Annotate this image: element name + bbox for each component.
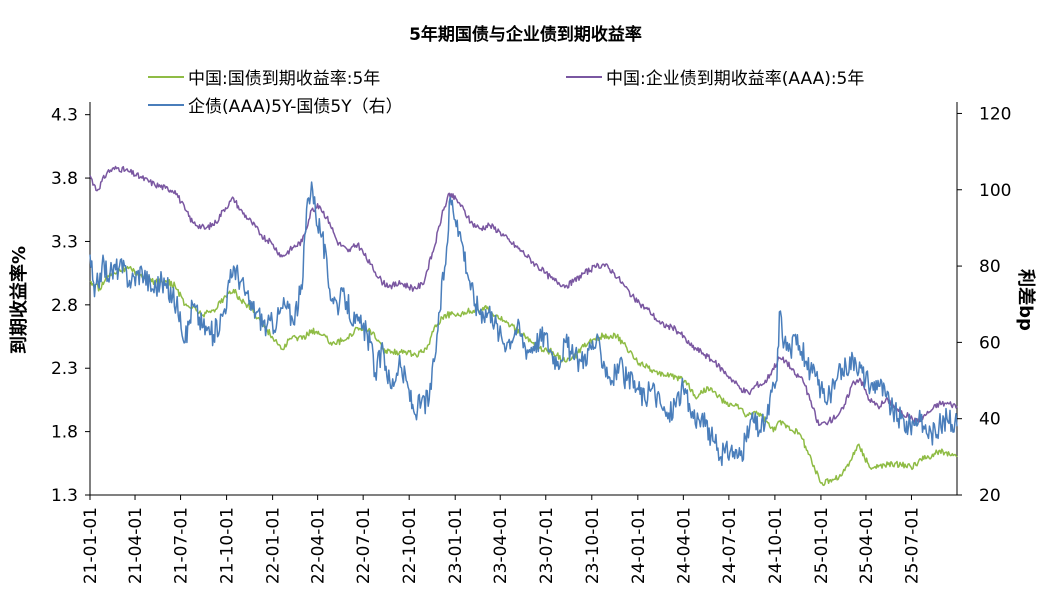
x-tick-label: 24-10-01 bbox=[766, 507, 786, 584]
x-tick-label: 24-01-01 bbox=[629, 507, 649, 584]
legend-label-corp-aaa-5y: 中国:企业债到期收益率(AAA):5年 bbox=[606, 69, 865, 89]
series-line-0 bbox=[89, 265, 958, 487]
x-tick-label: 22-04-01 bbox=[309, 507, 329, 584]
y-right-tick-label: 20 bbox=[979, 486, 1001, 506]
legend-label-govt-5y: 中国:国债到期收益率:5年 bbox=[188, 69, 381, 89]
series-line-2 bbox=[89, 181, 958, 467]
x-tick-label: 21-10-01 bbox=[218, 507, 238, 584]
y-left-tick-label: 1.3 bbox=[51, 486, 78, 506]
series-line-1 bbox=[89, 165, 958, 427]
y-left-tick-label: 3.3 bbox=[51, 232, 78, 252]
x-tick-label: 23-07-01 bbox=[537, 507, 557, 584]
chart-title: 5年期国债与企业债到期收益率 bbox=[409, 25, 642, 45]
legend-item-spread: 企债(AAA)5Y-国债5Y（右） bbox=[148, 92, 403, 117]
x-tick-label: 21-07-01 bbox=[172, 507, 192, 584]
x-tick-label: 23-01-01 bbox=[446, 507, 466, 584]
x-tick-label: 22-07-01 bbox=[354, 507, 374, 584]
y-left-tick-label: 4.3 bbox=[51, 106, 78, 126]
legend-swatch-govt-5y bbox=[148, 75, 184, 78]
x-tick-label: 25-07-01 bbox=[902, 507, 922, 584]
x-tick-label: 21-01-01 bbox=[81, 507, 101, 584]
x-tick-label: 24-07-01 bbox=[720, 507, 740, 584]
legend-swatch-corp-aaa-5y bbox=[566, 75, 602, 78]
y-right-tick-label: 40 bbox=[979, 410, 1001, 430]
y-right-tick-label: 80 bbox=[979, 257, 1001, 277]
x-tick-label: 22-01-01 bbox=[264, 507, 284, 584]
legend-item-govt-5y: 中国:国债到期收益率:5年 bbox=[148, 64, 380, 89]
y-left-tick-label: 2.3 bbox=[51, 359, 78, 379]
x-tick-label: 25-01-01 bbox=[812, 507, 832, 584]
x-tick-label: 23-04-01 bbox=[491, 507, 511, 584]
x-tick-label: 21-04-01 bbox=[126, 507, 146, 584]
y-right-tick-label: 60 bbox=[979, 333, 1001, 353]
legend-item-corp-aaa-5y: 中国:企业债到期收益率(AAA):5年 bbox=[566, 64, 864, 89]
x-tick-label: 25-04-01 bbox=[857, 507, 877, 584]
y-left-tick-label: 1.8 bbox=[51, 423, 78, 443]
x-tick-label: 23-10-01 bbox=[583, 507, 603, 584]
y-right-tick-label: 120 bbox=[979, 104, 1011, 124]
legend-swatch-spread bbox=[148, 103, 184, 106]
legend-label-spread: 企债(AAA)5Y-国债5Y（右） bbox=[188, 97, 403, 117]
y-right-tick-label: 100 bbox=[979, 181, 1011, 201]
y-left-tick-label: 3.8 bbox=[51, 169, 78, 189]
x-tick-label: 22-10-01 bbox=[400, 507, 420, 584]
x-tick-label: 24-04-01 bbox=[674, 507, 694, 584]
y-left-tick-label: 2.8 bbox=[51, 296, 78, 316]
